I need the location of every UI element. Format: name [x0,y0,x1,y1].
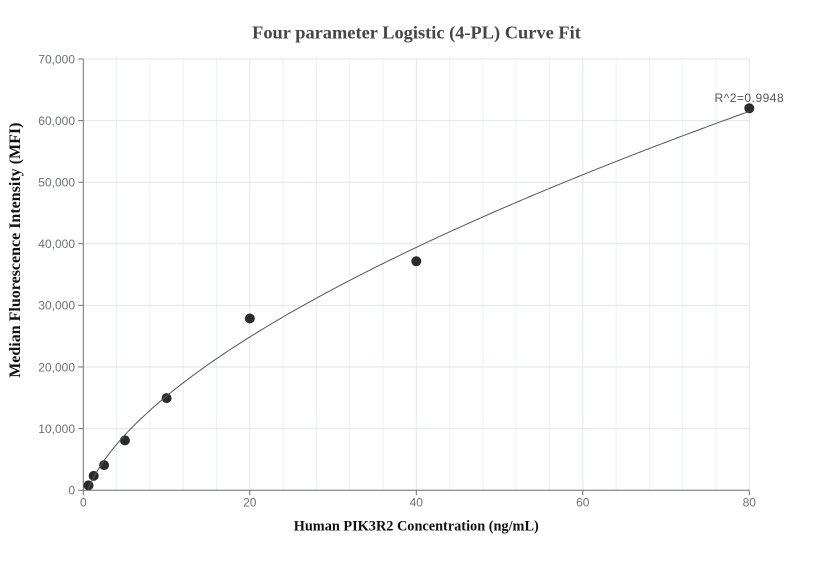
svg-text:Four parameter Logistic (4-PL): Four parameter Logistic (4-PL) Curve Fit [252,23,582,44]
svg-text:Human PIK3R2 Concentration (ng: Human PIK3R2 Concentration (ng/mL) [294,519,539,535]
svg-text:60: 60 [576,496,590,510]
svg-text:20,000: 20,000 [38,360,75,374]
svg-text:40: 40 [410,496,424,510]
svg-text:0: 0 [68,484,75,498]
svg-text:50,000: 50,000 [38,176,75,190]
svg-text:40,000: 40,000 [38,237,75,251]
svg-text:10,000: 10,000 [38,422,75,436]
svg-text:20: 20 [243,496,257,510]
svg-text:80: 80 [743,496,757,510]
svg-text:70,000: 70,000 [38,52,75,66]
svg-text:R^2=0.9948: R^2=0.9948 [714,91,784,105]
svg-text:30,000: 30,000 [38,299,75,313]
svg-text:Median Fluorescence Intensity: Median Fluorescence Intensity (MFI) [7,123,24,378]
svg-text:60,000: 60,000 [38,114,75,128]
svg-text:0: 0 [80,496,87,510]
